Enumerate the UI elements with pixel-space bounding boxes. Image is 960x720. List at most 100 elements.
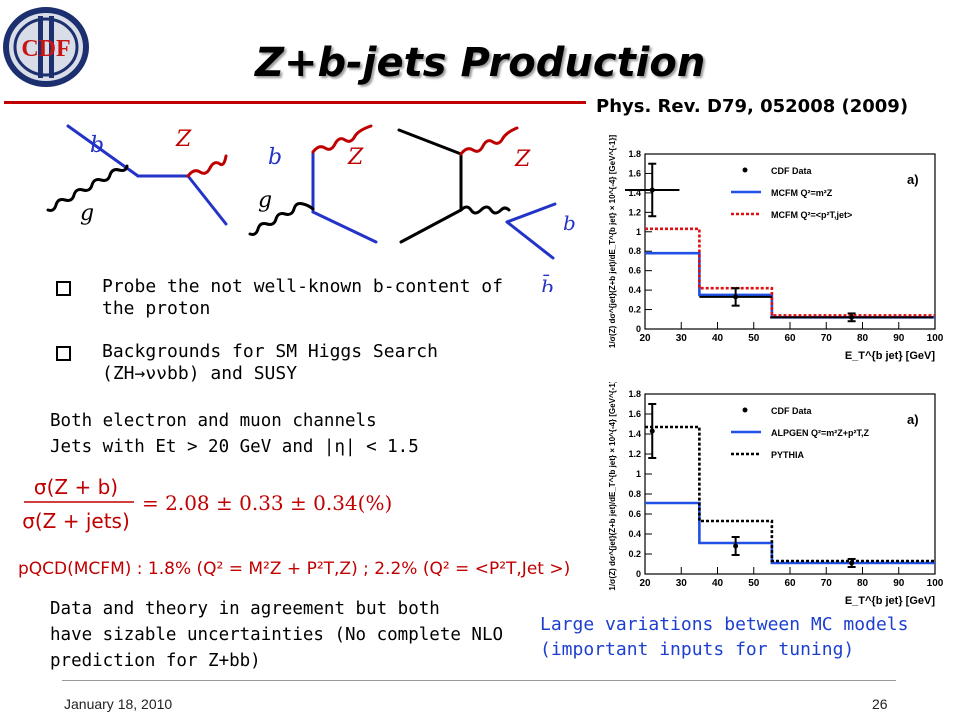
bullet-text-2: Backgrounds for SM Higgs Search (ZH→ννbb… xyxy=(102,341,438,384)
slide-title: Z+b-jets Production xyxy=(255,40,706,86)
x-tick-label: 100 xyxy=(927,578,944,589)
x-tick-label: 50 xyxy=(748,578,760,589)
title-underline xyxy=(4,101,586,104)
legend-entry: CDF Data xyxy=(771,166,812,176)
diagram-1-label-z: Z xyxy=(175,127,192,152)
x-tick-label: 40 xyxy=(712,578,724,589)
y-tick-label: 0.8 xyxy=(628,246,641,256)
x-tick-label: 20 xyxy=(639,578,651,589)
y-tick-label: 0.8 xyxy=(628,489,641,499)
y-tick-label: 1.8 xyxy=(628,389,641,399)
feynman-diagram-3: Z b b̄ xyxy=(397,126,575,292)
bullet-box-icon xyxy=(56,346,71,361)
mc-note-line-1: Large variations between MC models xyxy=(540,614,909,635)
bullet-item-1: Probe the not well-known b-content of th… xyxy=(56,276,536,320)
panel-label: a) xyxy=(907,412,919,427)
x-tick-label: 20 xyxy=(639,333,651,344)
y-tick-label: 0.4 xyxy=(628,529,641,539)
data-point xyxy=(849,314,855,320)
data-point xyxy=(733,543,739,549)
x-axis-label: E_T^{b jet} [GeV] xyxy=(845,350,936,362)
x-tick-label: 50 xyxy=(748,333,760,344)
selection-line-2: Jets with Et > 20 GeV and |η| < 1.5 xyxy=(50,437,419,457)
y-tick-label: 1.2 xyxy=(628,449,641,459)
legend-entry: ALPGEN Q²=m²Z+p²T,Z xyxy=(771,428,870,438)
conclusion-line-2: have sizable uncertainties (No complete … xyxy=(50,625,504,645)
series-line-pythia xyxy=(645,425,935,563)
footer-date: January 18, 2010 xyxy=(64,696,173,712)
plot-alpgen-pythia-comparison: 0 0.2 0.4 0.6 0.8 1 1.2 1.4 1.6 1.8 20 30 40 50 60 70 80… xyxy=(590,382,945,610)
x-tick-label: 90 xyxy=(893,578,905,589)
y-tick-label: 0.4 xyxy=(628,285,641,295)
legend-entry: PYTHIA xyxy=(771,450,805,460)
diagram-1-label-g: g xyxy=(80,201,94,226)
x-tick-label: 60 xyxy=(784,578,796,589)
ratio-denominator: σ(Z + jets) xyxy=(22,509,130,533)
diagram-2-label-g: g xyxy=(258,188,272,213)
conclusion-line-3: prediction for Z+bb) xyxy=(50,651,261,671)
data-point xyxy=(733,294,739,300)
plot-mcfm-comparison: 0 0.2 0.4 0.6 0.8 1 1.2 1.4 1.6 1.8 20 30 40 50 60 70 80… xyxy=(590,124,945,374)
x-tick-label: 30 xyxy=(676,333,688,344)
diagram-1-label-b: b xyxy=(90,133,104,158)
ratio-value: = 2.08 ± 0.33 ± 0.34(%) xyxy=(142,491,392,515)
plot-background xyxy=(590,124,945,374)
y-tick-label: 0 xyxy=(636,324,641,334)
bullet-box-icon xyxy=(56,281,71,296)
cdf-logo: CDF xyxy=(3,7,89,87)
y-tick-label: 0.2 xyxy=(628,549,641,559)
footer-page-number: 26 xyxy=(872,696,888,712)
y-tick-label: 1 xyxy=(636,227,641,237)
legend-entry: MCFM Q²=m²Z xyxy=(771,188,833,198)
y-tick-label: 0.6 xyxy=(628,266,641,276)
data-point xyxy=(849,560,855,566)
data-point xyxy=(649,428,655,434)
y-tick-label: 1 xyxy=(636,469,641,479)
series-line-mcfm-q-p-t-jet- xyxy=(645,227,935,317)
y-axis-label: 1/σ(Z) dσ^{jet}(Z+b jet)/dE_T^{b jet} × … xyxy=(608,382,617,591)
x-tick-label: 80 xyxy=(857,333,869,344)
footer-divider xyxy=(62,680,896,681)
x-tick-label: 60 xyxy=(784,333,796,344)
y-tick-label: 0 xyxy=(636,569,641,579)
bullet-item-2: Backgrounds for SM Higgs Search (ZH→ννbb… xyxy=(56,341,536,385)
x-axis-label: E_T^{b jet} [GeV] xyxy=(845,595,936,607)
logo-text: CDF xyxy=(21,36,70,62)
feynman-diagram-2: b Z g xyxy=(248,124,378,244)
selection-line-1: Both electron and muon channels xyxy=(50,411,377,431)
feynman-diagram-1: b Z g xyxy=(46,124,228,226)
legend-marker xyxy=(742,407,748,413)
y-tick-label: 0.2 xyxy=(628,305,641,315)
data-point xyxy=(649,187,655,193)
x-tick-label: 70 xyxy=(821,333,833,344)
journal-reference: Phys. Rev. D79, 052008 (2009) xyxy=(596,96,909,117)
conclusion-line-1: Data and theory in agreement but both xyxy=(50,599,440,619)
panel-label: a) xyxy=(907,172,919,187)
x-tick-label: 40 xyxy=(712,333,724,344)
legend-entry: CDF Data xyxy=(771,406,812,416)
diagram-3-label-z: Z xyxy=(514,147,531,172)
y-tick-label: 1.2 xyxy=(628,207,641,217)
x-tick-label: 70 xyxy=(821,578,833,589)
legend-marker xyxy=(742,167,748,173)
y-axis-label: 1/σ(Z) dσ^{jet}(Z+b jet)/dE_T^{b jet} × … xyxy=(608,135,617,349)
y-tick-label: 1.6 xyxy=(628,409,641,419)
legend-entry: MCFM Q²=<p²T,jet> xyxy=(771,210,852,220)
diagram-2-label-z: Z xyxy=(347,145,364,170)
y-tick-label: 1.8 xyxy=(628,149,641,159)
plot-background xyxy=(590,382,945,610)
y-tick-label: 1.4 xyxy=(628,429,641,439)
ratio-numerator: σ(Z + b) xyxy=(34,475,118,499)
x-tick-label: 30 xyxy=(676,578,688,589)
mc-note-line-2: (important inputs for tuning) xyxy=(540,639,855,660)
y-tick-label: 0.6 xyxy=(628,509,641,519)
bullet-text-1: Probe the not well-known b-content of th… xyxy=(102,276,503,319)
diagram-3-label-b: b xyxy=(563,211,575,235)
x-tick-label: 90 xyxy=(893,333,905,344)
diagram-2-label-b: b xyxy=(268,145,282,170)
pqcd-prediction: pQCD(MCFM) : 1.8% (Q² = M²Z + P²T,Z) ; 2… xyxy=(18,559,570,579)
y-tick-label: 1.6 xyxy=(628,168,641,178)
cross-section-formula: σ(Z + b) σ(Z + jets) = 2.08 ± 0.33 ± 0.3… xyxy=(18,475,570,579)
y-tick-label: 1.4 xyxy=(628,188,641,198)
x-tick-label: 80 xyxy=(857,578,869,589)
